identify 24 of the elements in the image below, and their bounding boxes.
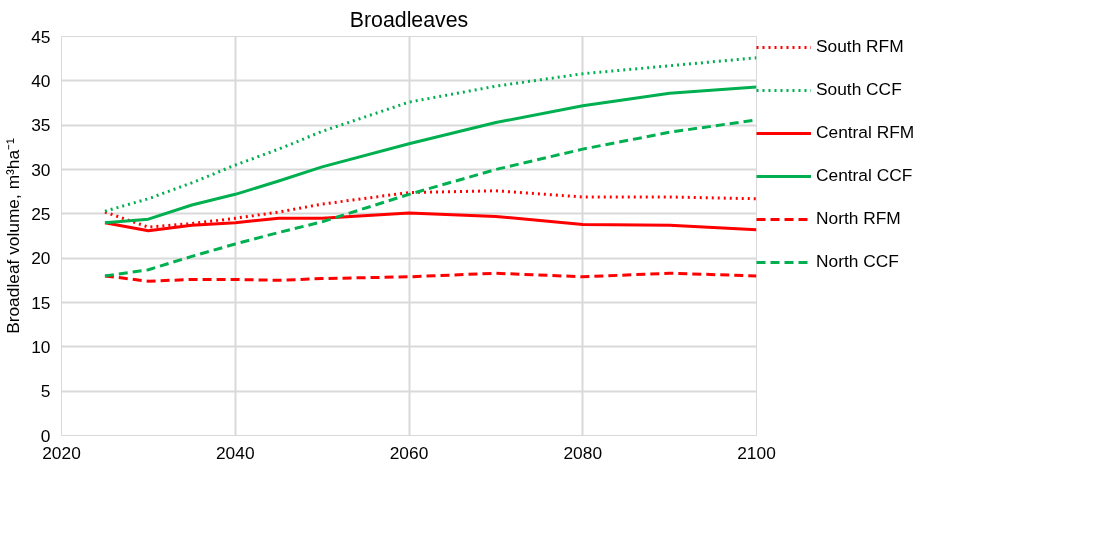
x-tick-label: 2040 [215,442,255,463]
legend-label: North CCF [816,251,899,272]
line-series [103,189,757,229]
x-tick-label: 2080 [563,442,603,463]
legend-label: South RFM [816,36,904,57]
y-tick-label: 40 [31,70,51,91]
y-tick-label: 45 [31,26,51,47]
legend-label: Central RFM [816,122,915,143]
y-tick-label: 15 [31,292,51,313]
line-series [103,271,757,283]
legend-label: Central CCF [816,165,913,186]
legend-label: South CCF [816,79,902,100]
x-tick-label: 2060 [389,442,429,463]
x-tick-label: 2100 [737,442,776,463]
y-axis-title: Broadleaf volume, m³ha⁻¹ [3,137,24,334]
legend-label: North RFM [816,208,901,229]
y-tick-label: 10 [31,336,51,357]
line-series [103,56,757,213]
y-tick-label: 35 [31,115,51,136]
y-tick-label: 30 [31,159,51,180]
y-tick-label: 5 [40,381,51,402]
y-tick-label: 25 [31,203,51,224]
y-tick-label: 20 [31,248,51,269]
chart-title: Broadleaves [349,7,469,32]
